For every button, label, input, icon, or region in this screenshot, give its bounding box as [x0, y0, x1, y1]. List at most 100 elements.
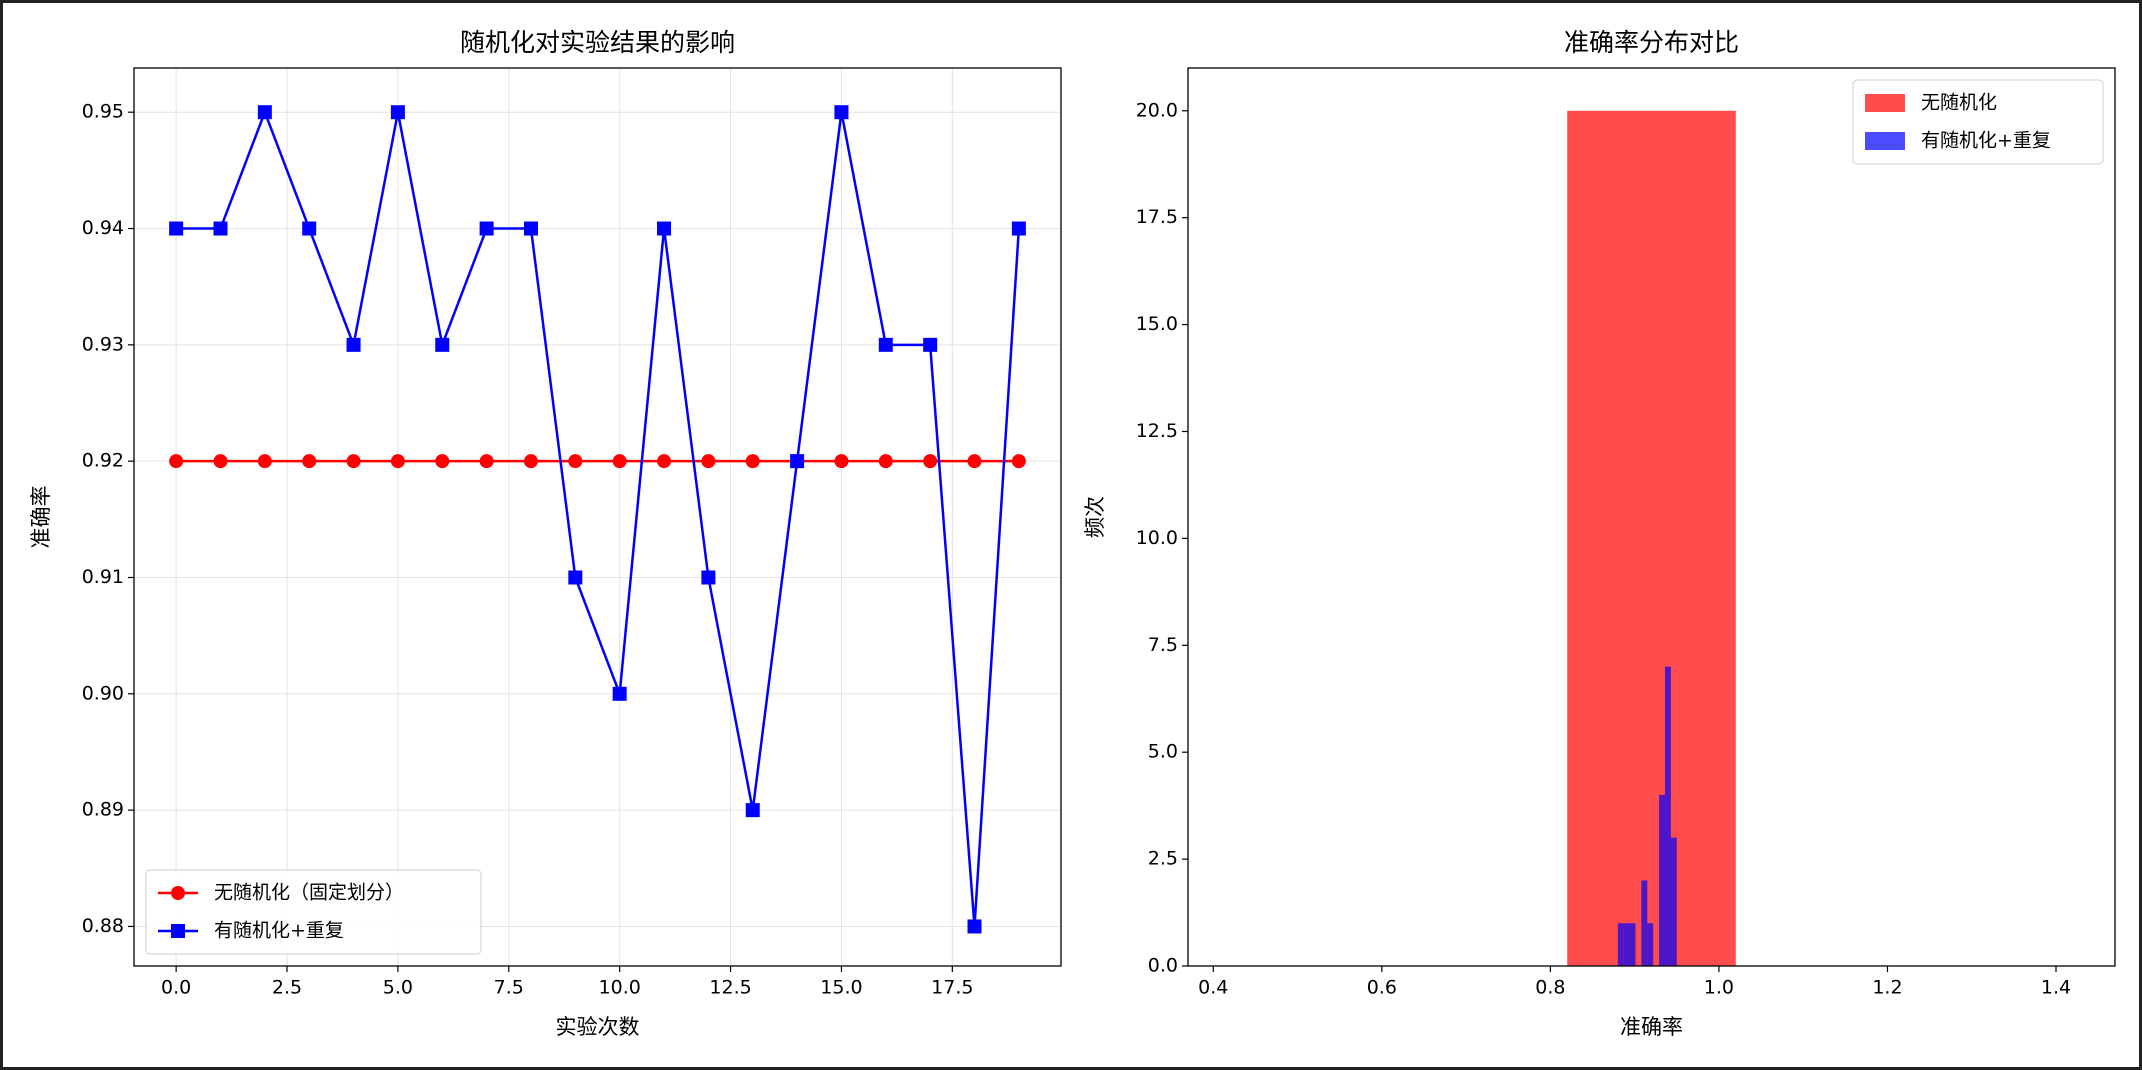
legend-marker	[171, 886, 185, 900]
y-tick-label: 5.0	[1148, 741, 1178, 763]
y-tick-label: 0.94	[82, 217, 124, 239]
marker	[878, 337, 893, 352]
y-tick-label: 10.0	[1136, 527, 1178, 549]
x-tick-label: 0.8	[1535, 977, 1565, 999]
marker	[435, 454, 450, 469]
y-tick-label: 0.93	[82, 333, 124, 355]
marker	[657, 221, 672, 236]
legend-label: 无随机化（固定划分）	[214, 882, 404, 904]
hist-bar	[1567, 110, 1736, 966]
axes-frame	[1187, 67, 2116, 967]
marker	[568, 454, 583, 469]
y-tick-label: 17.5	[1136, 206, 1178, 228]
x-axis-label: 准确率	[1620, 1015, 1683, 1039]
marker	[390, 105, 405, 120]
y-tick-label: 0.95	[82, 101, 124, 123]
x-tick-label: 12.5	[709, 977, 751, 999]
y-tick-label: 7.5	[1148, 634, 1178, 656]
x-tick-label: 7.5	[494, 977, 524, 999]
marker	[213, 221, 228, 236]
marker	[169, 221, 184, 236]
marker	[302, 221, 317, 236]
marker	[745, 803, 760, 818]
x-tick-label: 1.2	[1872, 977, 1902, 999]
marker	[701, 570, 716, 585]
x-tick-label: 0.6	[1367, 977, 1397, 999]
marker	[257, 454, 272, 469]
hist-bar	[1670, 837, 1677, 966]
hist-bar	[1629, 923, 1636, 966]
marker	[967, 454, 982, 469]
y-tick-label: 20.0	[1136, 99, 1178, 121]
hist-bar	[1641, 880, 1648, 966]
x-tick-label: 10.0	[599, 977, 641, 999]
marker	[257, 105, 272, 120]
marker	[523, 221, 538, 236]
legend: 无随机化（固定划分） 有随机化+重复	[145, 869, 482, 955]
hist-bar	[1617, 923, 1624, 966]
chart-title: 准确率分布对比	[1564, 28, 1739, 57]
legend-swatch	[1865, 132, 1905, 150]
y-tick-label: 0.0	[1148, 955, 1178, 977]
hist-bar	[1623, 923, 1630, 966]
x-tick-label: 0.0	[161, 977, 191, 999]
hist-bar	[1659, 794, 1665, 966]
y-tick-label: 2.5	[1148, 848, 1178, 870]
legend-label: 有随机化+重复	[214, 920, 344, 942]
y-tick-label: 0.90	[82, 682, 124, 704]
chart-title: 随机化对实验结果的影响	[460, 28, 735, 57]
marker	[346, 454, 361, 469]
marker	[701, 454, 716, 469]
y-tick-label: 15.0	[1136, 313, 1178, 335]
marker	[834, 454, 849, 469]
x-tick-label: 0.4	[1198, 977, 1228, 999]
x-tick-label: 15.0	[820, 977, 862, 999]
legend-label: 无随机化	[1921, 92, 1997, 114]
marker	[568, 570, 583, 585]
marker	[1011, 454, 1026, 469]
hist-bar	[1647, 923, 1654, 966]
x-tick-label: 5.0	[383, 977, 413, 999]
y-axis-label: 准确率	[29, 486, 53, 549]
hist-bar	[1664, 666, 1671, 966]
legend-box	[145, 869, 482, 955]
marker	[390, 454, 405, 469]
y-tick-label: 0.91	[82, 566, 124, 588]
marker	[745, 454, 760, 469]
marker	[923, 337, 938, 352]
x-tick-label: 17.5	[931, 977, 973, 999]
marker	[612, 686, 627, 701]
x-axis-label: 实验次数	[556, 1015, 640, 1039]
marker	[878, 454, 893, 469]
series-line	[176, 108, 1021, 927]
marker	[612, 454, 627, 469]
marker	[1011, 221, 1026, 236]
y-tick-label: 0.89	[82, 799, 124, 821]
y-tick-label: 0.92	[82, 450, 124, 472]
marker	[479, 221, 494, 236]
marker	[435, 337, 450, 352]
y-tick-label: 12.5	[1136, 420, 1178, 442]
legend-label: 有随机化+重复	[1921, 130, 2051, 152]
marker	[213, 454, 228, 469]
marker	[967, 919, 982, 934]
marker	[657, 454, 672, 469]
marker	[169, 454, 184, 469]
legend-swatch	[1865, 94, 1905, 112]
marker	[479, 454, 494, 469]
marker	[790, 454, 805, 469]
axes-frame	[133, 67, 1062, 967]
legend-marker	[171, 924, 185, 938]
marker	[523, 454, 538, 469]
legend-box	[1852, 79, 2104, 165]
x-tick-label: 1.4	[2041, 977, 2071, 999]
y-tick-label: 0.88	[82, 915, 124, 937]
marker	[302, 454, 317, 469]
marker	[923, 454, 938, 469]
x-tick-label: 1.0	[1704, 977, 1734, 999]
marker	[346, 337, 361, 352]
